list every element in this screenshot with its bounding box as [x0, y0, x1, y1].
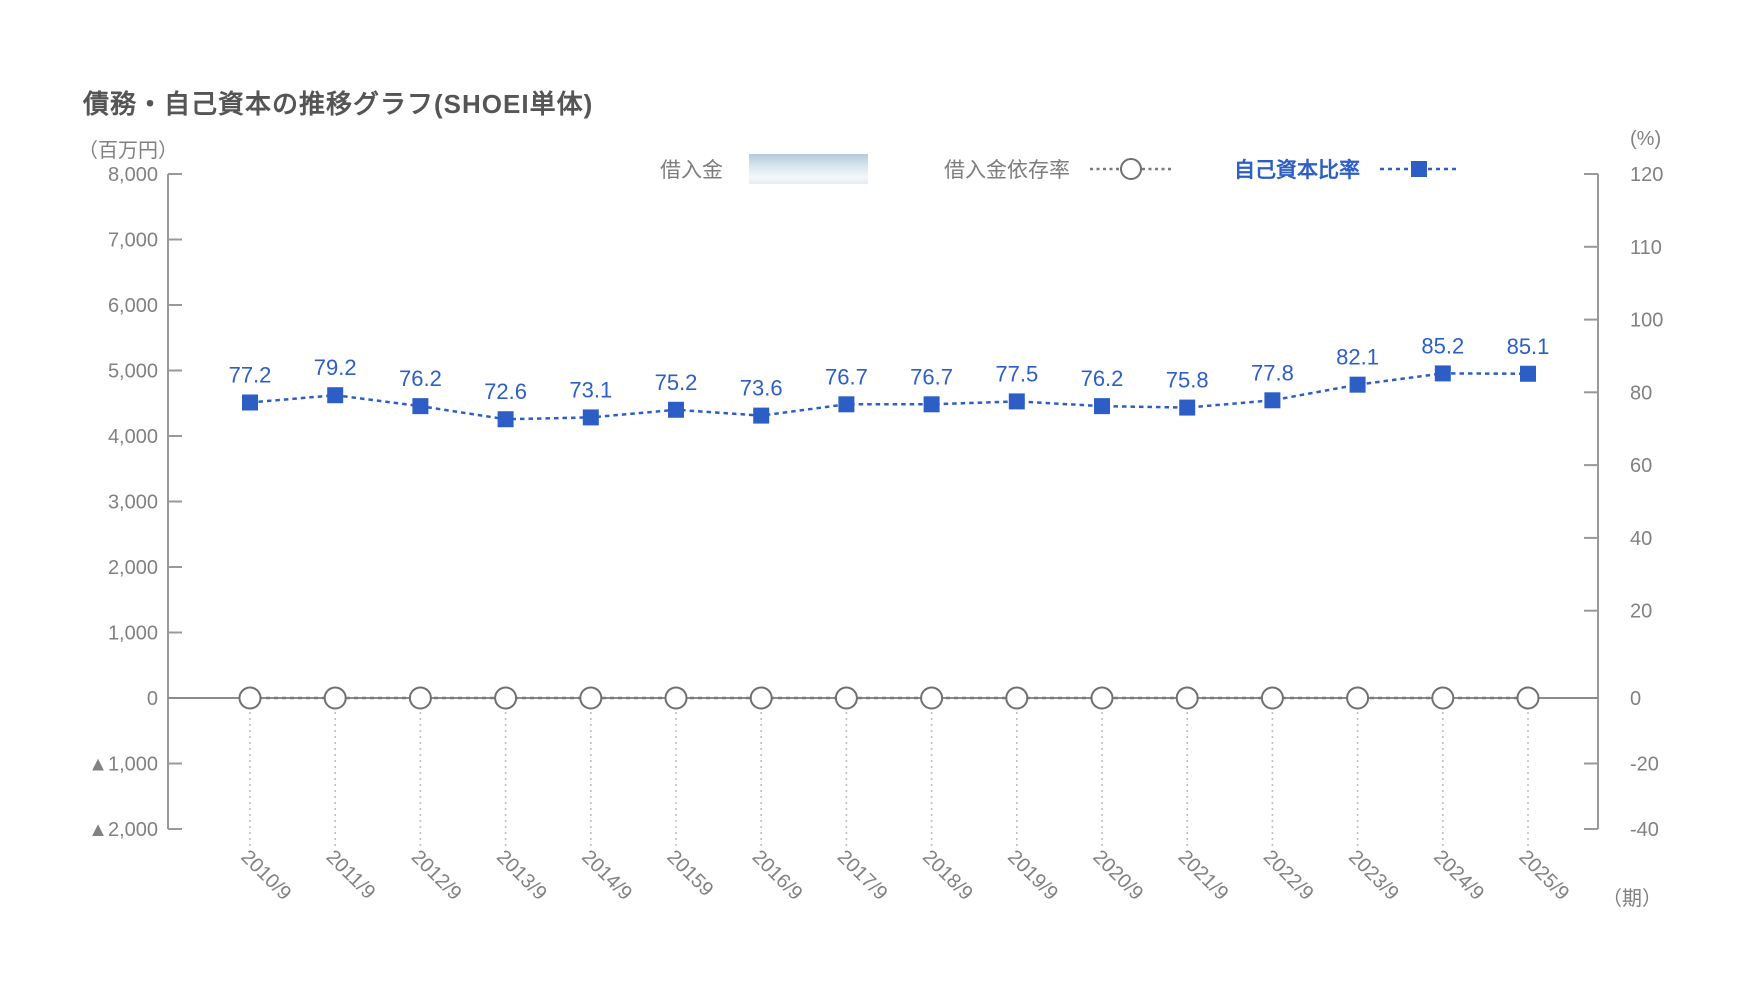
- equity-ratio-marker: [923, 396, 940, 413]
- equity-ratio-value-label: 77.2: [229, 362, 272, 387]
- left-axis-tick-label: 8,000: [108, 164, 158, 186]
- left-axis-tick-label: 3,000: [108, 492, 158, 514]
- left-axis-tick-label: ▲2,000: [88, 819, 158, 841]
- right-axis-tick-label: 0: [1630, 688, 1641, 710]
- x-axis-label-2012/9: 2012/9: [407, 846, 466, 905]
- equity-ratio-value-label: 82.1: [1336, 345, 1379, 370]
- x-axis-label-2013/9: 2013/9: [492, 846, 551, 905]
- right-axis-tick-label: 100: [1630, 310, 1663, 332]
- borrowing-dependency-marker: [1005, 686, 1029, 710]
- equity-ratio-value-label: 79.2: [314, 355, 357, 380]
- borrowing-dependency-marker: [579, 686, 603, 710]
- equity-ratio-line: [249, 372, 1529, 421]
- borrowing-dependency-marker: [1516, 686, 1540, 710]
- borrowing-dependency-marker: [238, 686, 262, 710]
- borrowing-dependency-marker: [1090, 686, 1114, 710]
- equity-ratio-value-label: 76.7: [910, 364, 953, 389]
- borrowing-dependency-marker: [834, 686, 858, 710]
- equity-ratio-marker: [1094, 398, 1110, 415]
- dashed-line-square-icon: [1380, 161, 1458, 177]
- dashed-line-circle-icon: [1090, 158, 1172, 180]
- x-axis-label-2014/9: 2014/9: [577, 846, 636, 905]
- right-axis-tick-label: 110: [1630, 237, 1662, 259]
- equity-ratio-value-label: 76.2: [1081, 366, 1124, 391]
- equity-ratio-marker: [327, 387, 344, 404]
- left-axis-tick-label: 6,000: [108, 295, 158, 317]
- x-axis-label-2023/9: 2023/9: [1344, 846, 1403, 905]
- left-axis-tick-label: 4,000: [108, 426, 158, 448]
- equity-ratio-value-label: 76.2: [399, 366, 442, 391]
- borrowing-dependency-marker: [920, 686, 944, 710]
- borrowing-dependency-marker: [494, 686, 518, 710]
- equity-ratio-marker: [753, 407, 770, 424]
- right-axis-tick-label: -40: [1630, 819, 1659, 841]
- equity-ratio-marker: [1349, 376, 1366, 393]
- x-axis-label-2022/9: 2022/9: [1259, 846, 1318, 905]
- left-axis-tick-label: 5,000: [108, 361, 158, 383]
- left-axis-tick-label: 0: [147, 688, 158, 710]
- borrowing-dependency-marker: [749, 686, 773, 710]
- right-axis-unit-label: (%): [1630, 128, 1662, 150]
- equity-ratio-value-label: 77.5: [995, 361, 1038, 386]
- x-axis-unit-label: （期）: [1602, 888, 1662, 910]
- x-axis-label-2010/9: 2010/9: [236, 846, 295, 905]
- equity-ratio-value-label: 75.2: [655, 370, 698, 395]
- x-axis-label-2011/9: 2011/9: [322, 846, 380, 904]
- right-axis-tick-label: -20: [1630, 754, 1659, 776]
- right-axis-tick-label: 120: [1630, 164, 1663, 186]
- equity-ratio-marker: [1520, 365, 1536, 382]
- x-axis-label-2024/9: 2024/9: [1429, 846, 1488, 905]
- equity-ratio-marker: [838, 396, 855, 413]
- legend-label-equity-ratio: 自己資本比率: [1234, 159, 1360, 182]
- borrowing-dependency-marker: [1175, 686, 1199, 710]
- legend-label-borrowing-dependency: 借入金依存率: [944, 159, 1070, 182]
- equity-ratio-marker: [497, 411, 514, 428]
- borrowing-dependency-marker: [664, 686, 688, 710]
- equity-ratio-value-label: 77.8: [1251, 360, 1294, 385]
- x-axis-label-2018/9: 2018/9: [918, 846, 977, 905]
- equity-ratio-value-label: 73.6: [740, 376, 783, 401]
- x-axis-label-20159: 20159: [662, 846, 717, 901]
- borrowing-dependency-marker: [1346, 686, 1370, 710]
- x-axis-label-2016/9: 2016/9: [748, 846, 807, 905]
- equity-ratio-value-label: 85.1: [1507, 334, 1550, 359]
- right-axis-tick-label: 80: [1630, 382, 1652, 404]
- equity-ratio-marker: [1434, 365, 1451, 382]
- equity-ratio-value-label: 76.7: [825, 364, 868, 389]
- equity-ratio-marker: [1179, 399, 1196, 416]
- left-axis-tick-label: 1,000: [108, 623, 158, 645]
- right-axis-tick-label: 20: [1630, 601, 1652, 623]
- borrowing-dependency-marker: [1431, 686, 1455, 710]
- page-title: 債務・自己資本の推移グラフ(SHOEI単体): [83, 89, 594, 119]
- borrowing-dependency-marker: [1260, 686, 1284, 710]
- equity-ratio-value-label: 73.1: [569, 377, 612, 402]
- borrowings-bar-swatch-icon: [749, 154, 868, 184]
- borrowing-dependency-marker: [323, 686, 347, 710]
- legend-label-borrowings: 借入金: [660, 159, 723, 182]
- x-axis-label-2021/9: 2021/9: [1174, 846, 1233, 905]
- equity-ratio-marker: [412, 398, 429, 415]
- x-axis-label-2020/9: 2020/9: [1088, 846, 1147, 905]
- legend: 借入金 借入金依存率 自己資本比率: [660, 151, 1458, 187]
- equity-ratio-marker: [582, 409, 599, 426]
- left-axis-tick-label: 2,000: [108, 557, 158, 579]
- x-axis-label-2025/9: 2025/9: [1514, 846, 1573, 905]
- left-axis-unit-label: （百万円）: [78, 140, 178, 162]
- equity-ratio-marker: [668, 401, 684, 418]
- left-axis-tick-label: ▲1,000: [88, 754, 158, 776]
- x-axis-label-2017/9: 2017/9: [833, 846, 892, 905]
- equity-ratio-marker: [242, 394, 258, 411]
- equity-ratio-marker: [1264, 392, 1281, 409]
- equity-ratio-value-label: 85.2: [1421, 333, 1464, 358]
- right-axis-tick-label: 40: [1630, 528, 1652, 550]
- x-axis-label-2019/9: 2019/9: [1003, 846, 1062, 905]
- right-axis-tick-label: 60: [1630, 455, 1652, 477]
- borrowing-dependency-marker: [408, 686, 432, 710]
- left-axis-tick-label: 7,000: [108, 230, 158, 252]
- equity-ratio-marker: [1008, 393, 1025, 410]
- equity-ratio-value-label: 72.6: [484, 379, 527, 404]
- equity-ratio-value-label: 75.8: [1166, 368, 1209, 393]
